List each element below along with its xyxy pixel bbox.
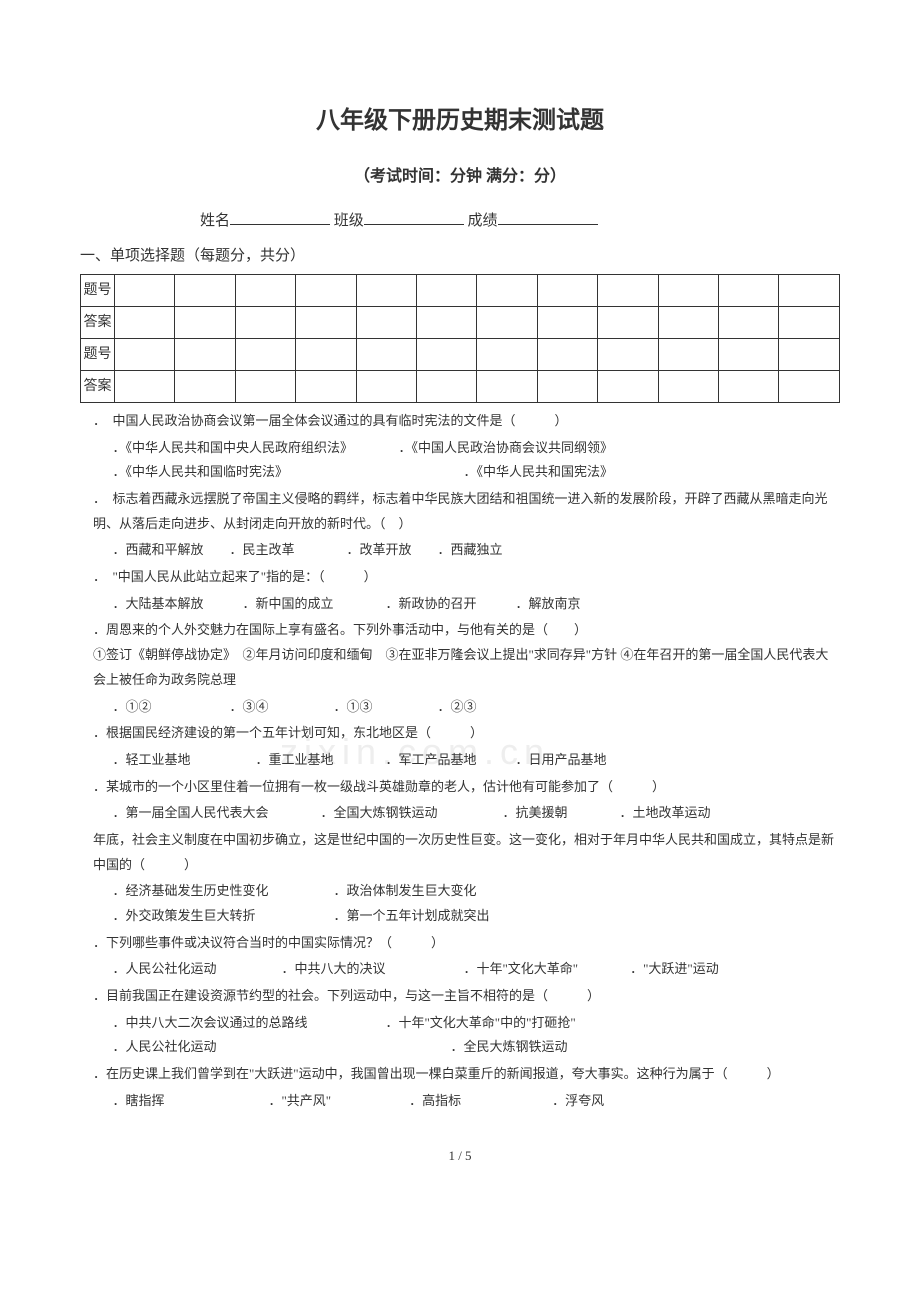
- question-options: ．瞎指挥 ．"共产风" ．高指标 ．浮夸风: [80, 1089, 840, 1114]
- grid-cell[interactable]: [175, 370, 235, 402]
- grid-row-answer-1: 答案: [81, 306, 840, 338]
- question-options: ．中共八大二次会议通过的总路线 ．十年"文化大革命"中的"打砸抢"．人民公社化运…: [80, 1011, 840, 1060]
- grid-cell[interactable]: [356, 274, 416, 306]
- grid-cell[interactable]: [779, 306, 840, 338]
- score-blank[interactable]: [498, 210, 598, 225]
- grid-cell[interactable]: [175, 338, 235, 370]
- question-text: ．周恩来的个人外交魅力在国际上享有盛名。下列外事活动中，与他有关的是（ ）①签订…: [80, 618, 840, 692]
- grid-cell[interactable]: [537, 274, 597, 306]
- questions-content: ． 中国人民政治协商会议第一届全体会议通过的具有临时宪法的文件是（ ）．《中华人…: [80, 409, 840, 1114]
- question-text: ．根据国民经济建设的第一个五年计划可知，东北地区是（ ）: [80, 721, 840, 746]
- question-text: ．某城市的一个小区里住着一位拥有一枚一级战斗英雄勋章的老人，估计他有可能参加了（…: [80, 775, 840, 800]
- question-text: ． "中国人民从此站立起来了"指的是：（ ）: [80, 565, 840, 590]
- grid-cell[interactable]: [417, 370, 477, 402]
- grid-cell[interactable]: [537, 370, 597, 402]
- question-options: ．经济基础发生历史性变化 ．政治体制发生巨大变化．外交政策发生巨大转折 ．第一个…: [80, 879, 840, 928]
- student-info-line: 姓名 班级 成绩: [80, 208, 840, 235]
- grid-cell[interactable]: [356, 306, 416, 338]
- grid-row-qnum-1: 题号: [81, 274, 840, 306]
- exam-subtitle: （考试时间：分钟 满分：分）: [80, 163, 840, 192]
- grid-cell[interactable]: [719, 370, 779, 402]
- grid-cell[interactable]: [598, 338, 658, 370]
- grid-cell[interactable]: [719, 306, 779, 338]
- grid-cell[interactable]: [598, 306, 658, 338]
- grid-cell[interactable]: [658, 338, 718, 370]
- grid-cell[interactable]: [296, 274, 356, 306]
- grid-label-answer: 答案: [81, 370, 115, 402]
- question-options: ．西藏和平解放 ．民主改革 ．改革开放 ．西藏独立: [80, 538, 840, 563]
- grid-cell[interactable]: [477, 370, 537, 402]
- grid-cell[interactable]: [658, 274, 718, 306]
- grid-cell[interactable]: [477, 306, 537, 338]
- page-footer: 1 / 5: [80, 1144, 840, 1167]
- grid-cell[interactable]: [417, 274, 477, 306]
- grid-cell[interactable]: [658, 306, 718, 338]
- grid-cell[interactable]: [115, 274, 175, 306]
- grid-cell[interactable]: [296, 338, 356, 370]
- name-blank[interactable]: [230, 210, 330, 225]
- answer-grid: 题号 答案 题号 答案: [80, 274, 840, 403]
- grid-cell[interactable]: [175, 306, 235, 338]
- grid-cell[interactable]: [115, 306, 175, 338]
- score-label: 成绩: [468, 213, 498, 229]
- grid-cell[interactable]: [235, 338, 295, 370]
- grid-row-answer-2: 答案: [81, 370, 840, 402]
- grid-cell[interactable]: [779, 370, 840, 402]
- class-blank[interactable]: [364, 210, 464, 225]
- grid-cell[interactable]: [598, 274, 658, 306]
- question-options: ．①② ．③④ ．①③ ．②③: [80, 695, 840, 720]
- grid-cell[interactable]: [537, 338, 597, 370]
- question-options: ．第一届全国人民代表大会 ．全国大炼钢铁运动 ．抗美援朝 ．土地改革运动: [80, 801, 840, 826]
- grid-label-answer: 答案: [81, 306, 115, 338]
- grid-cell[interactable]: [658, 370, 718, 402]
- grid-cell[interactable]: [175, 274, 235, 306]
- question-options: ．大陆基本解放 ．新中国的成立 ．新政协的召开 ．解放南京: [80, 592, 840, 617]
- name-label: 姓名: [200, 213, 230, 229]
- grid-row-qnum-2: 题号: [81, 338, 840, 370]
- grid-label-qnum: 题号: [81, 274, 115, 306]
- grid-cell[interactable]: [719, 338, 779, 370]
- grid-cell[interactable]: [235, 306, 295, 338]
- grid-cell[interactable]: [356, 338, 416, 370]
- grid-label-qnum: 题号: [81, 338, 115, 370]
- question-text: ．在历史课上我们曾学到在"大跃进"运动中，我国曾出现一棵白菜重斤的新闻报道，夸大…: [80, 1062, 840, 1087]
- grid-cell[interactable]: [537, 306, 597, 338]
- grid-cell[interactable]: [477, 338, 537, 370]
- grid-cell[interactable]: [779, 338, 840, 370]
- grid-cell[interactable]: [417, 306, 477, 338]
- question-text: ．下列哪些事件或决议符合当时的中国实际情况？（ ）: [80, 931, 840, 956]
- section-1-header: 一、单项选择题（每题分，共分）: [80, 243, 840, 270]
- grid-cell[interactable]: [356, 370, 416, 402]
- grid-cell[interactable]: [296, 306, 356, 338]
- page-title: 八年级下册历史期末测试题: [80, 100, 840, 143]
- grid-cell[interactable]: [235, 370, 295, 402]
- question-text: ．目前我国正在建设资源节约型的社会。下列运动中，与这一主旨不相符的是（ ）: [80, 984, 840, 1009]
- question-text: ． 中国人民政治协商会议第一届全体会议通过的具有临时宪法的文件是（ ）: [80, 409, 840, 434]
- question-text: ． 标志着西藏永远摆脱了帝国主义侵略的羁绊，标志着中华民族大团结和祖国统一进入新…: [80, 487, 840, 536]
- grid-cell[interactable]: [115, 338, 175, 370]
- grid-cell[interactable]: [598, 370, 658, 402]
- grid-cell[interactable]: [779, 274, 840, 306]
- question-options: ．《中华人民共和国中央人民政府组织法》 ．《中国人民政治协商会议共同纲领》．《中…: [80, 436, 840, 485]
- question-options: ．人民公社化运动 ．中共八大的决议 ．十年"文化大革命" ．"大跃进"运动: [80, 957, 840, 982]
- grid-cell[interactable]: [235, 274, 295, 306]
- grid-cell[interactable]: [417, 338, 477, 370]
- question-text: 年底，社会主义制度在中国初步确立，这是世纪中国的一次历史性巨变。这一变化，相对于…: [80, 828, 840, 877]
- grid-cell[interactable]: [296, 370, 356, 402]
- question-options: ．轻工业基地 ．重工业基地 ．军工产品基地 ．日用产品基地: [80, 748, 840, 773]
- grid-cell[interactable]: [115, 370, 175, 402]
- class-label: 班级: [334, 213, 364, 229]
- grid-cell[interactable]: [477, 274, 537, 306]
- grid-cell[interactable]: [719, 274, 779, 306]
